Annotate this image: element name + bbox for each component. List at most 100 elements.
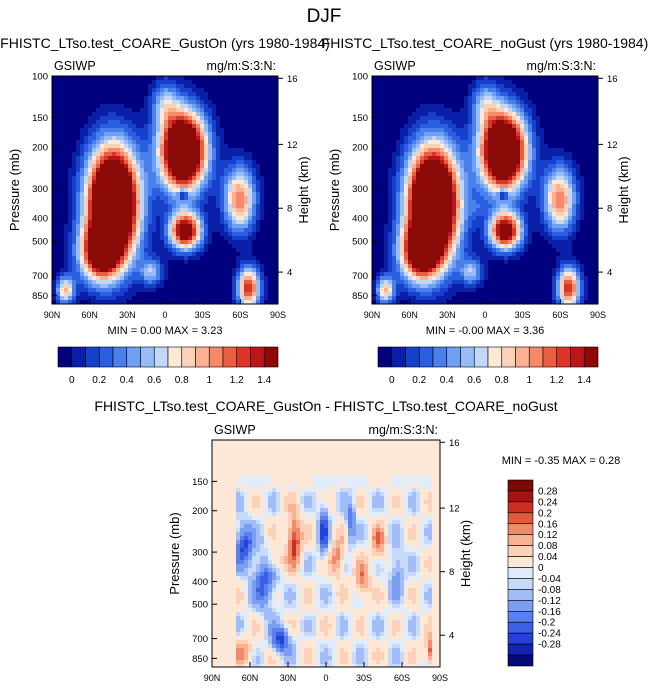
colorbar-label: 0.16 bbox=[538, 519, 558, 530]
y-right-tick-label: 4 bbox=[449, 631, 454, 642]
y-right-axis-title-top-right: Height (km) bbox=[616, 156, 631, 223]
y-right-tick-label: 12 bbox=[287, 140, 298, 151]
colorbar-label: 1.2 bbox=[230, 375, 244, 386]
y-right-tick-label: 4 bbox=[607, 268, 612, 279]
colorbar-swatch bbox=[507, 643, 534, 656]
x-tick-label: 60N bbox=[81, 310, 98, 320]
y-tick-label: 500 bbox=[192, 600, 208, 611]
x-tick-label: 60N bbox=[242, 673, 259, 683]
y-tick-label: 150 bbox=[192, 477, 208, 488]
x-tick-label: 90S bbox=[590, 310, 606, 320]
colorbar-label: -0.12 bbox=[538, 596, 561, 607]
units-label-difference: mg/m:S:3:N: bbox=[369, 423, 438, 437]
colorbar-label: 1 bbox=[206, 375, 212, 386]
colorbar-swatch bbox=[222, 346, 238, 368]
y-tick-label: 850 bbox=[192, 654, 208, 665]
y-tick-label: 700 bbox=[192, 634, 208, 645]
field-label-top-left: GSIWP bbox=[54, 59, 96, 73]
x-tick-label: 90N bbox=[44, 310, 61, 320]
colorbar-label: -0.28 bbox=[538, 640, 561, 651]
colorbar-label: 0.6 bbox=[467, 375, 481, 386]
y-tick-label: 300 bbox=[352, 184, 368, 195]
y-tick-label: 700 bbox=[32, 271, 48, 282]
colorbar-swatch bbox=[507, 523, 534, 536]
colorbar-label: 0.2 bbox=[412, 375, 426, 386]
colorbar-label: 1.4 bbox=[257, 375, 271, 386]
y-tick-label: 400 bbox=[192, 577, 208, 588]
y-right-tick-label: 8 bbox=[607, 204, 612, 215]
colorbar-swatch bbox=[507, 490, 534, 503]
y-tick-label: 400 bbox=[32, 214, 48, 225]
colorbar-swatch bbox=[126, 346, 141, 368]
y-tick-label: 100 bbox=[32, 72, 48, 83]
y-axis-title-top-right: Pressure (mb) bbox=[327, 149, 342, 231]
colorbar-label: -0.08 bbox=[538, 585, 561, 596]
colorbar-top-left: 0 0.2 0.4 0.6 0.8 1 1.2 1.4 bbox=[57, 346, 279, 386]
colorbar-swatch bbox=[507, 610, 534, 623]
colorbar-label: 0.8 bbox=[175, 375, 189, 386]
y-tick-label: 200 bbox=[32, 143, 48, 154]
colorbar-swatch bbox=[181, 346, 196, 368]
colorbar-swatch bbox=[583, 346, 599, 368]
y-axis-title-difference: Pressure (mb) bbox=[167, 512, 182, 594]
units-label-top-right: mg/m:S:3:N: bbox=[527, 59, 596, 73]
y-right-tick-label: 16 bbox=[607, 74, 618, 85]
y-right-tick-label: 8 bbox=[449, 567, 454, 578]
colorbar-label: 0.4 bbox=[440, 375, 454, 386]
colorbar-label: 1.4 bbox=[577, 375, 591, 386]
y-tick-label: 200 bbox=[352, 143, 368, 154]
colorbar-swatch bbox=[507, 600, 534, 612]
colorbar-swatch bbox=[98, 346, 114, 368]
panel-title-top-right: FHISTC_LTso.test_COARE_noGust (yrs 1980-… bbox=[322, 35, 648, 51]
colorbar-swatch bbox=[71, 346, 86, 368]
colorbar-label: 1 bbox=[526, 375, 532, 386]
colorbar-swatch bbox=[507, 567, 534, 579]
colorbar-swatch bbox=[501, 346, 516, 368]
stats-text-difference: MIN = -0.35 MAX = 0.28 bbox=[502, 455, 621, 467]
colorbar-swatch bbox=[208, 346, 224, 368]
stats-text-top-left: MIN = 0.00 MAX = 3.23 bbox=[108, 325, 223, 337]
colorbar-label: -0.2 bbox=[538, 618, 556, 629]
colorbar-label: 0.04 bbox=[538, 552, 558, 563]
y-right-tick-label: 12 bbox=[607, 140, 618, 151]
heatmap-field-difference bbox=[212, 440, 440, 667]
colorbar-swatch bbox=[85, 346, 100, 368]
panel-title-difference: FHISTC_LTso.test_COARE_GustOn - FHISTC_L… bbox=[94, 398, 557, 414]
x-tick-label: 0 bbox=[323, 673, 328, 683]
heatmap-field-top-left bbox=[52, 76, 278, 304]
colorbar-swatch bbox=[473, 346, 489, 368]
colorbar-swatch bbox=[507, 654, 534, 667]
heatmap-field-top-right bbox=[372, 76, 598, 304]
colorbar-swatch bbox=[446, 346, 461, 368]
colorbar-swatch bbox=[507, 556, 534, 568]
colorbar-swatch bbox=[263, 346, 279, 368]
x-tick-label: 90N bbox=[364, 310, 381, 320]
colorbar-label: 0.4 bbox=[120, 375, 134, 386]
colorbar-swatch bbox=[507, 534, 534, 546]
figure-title: DJF bbox=[307, 6, 342, 27]
colorbar-label: 0.8 bbox=[495, 375, 509, 386]
x-tick-label: 0 bbox=[482, 310, 487, 320]
y-tick-label: 500 bbox=[32, 236, 48, 247]
field-label-difference: GSIWP bbox=[214, 423, 256, 437]
x-tick-label: 60S bbox=[394, 673, 410, 683]
colorbar-label: 0.2 bbox=[538, 508, 552, 519]
x-tick-label: 60S bbox=[232, 310, 248, 320]
y-axis-title-top-left: Pressure (mb) bbox=[7, 149, 22, 231]
colorbar-label: 0 bbox=[389, 375, 395, 386]
colorbar-swatch bbox=[153, 346, 169, 368]
y-tick-label: 150 bbox=[352, 113, 368, 124]
colorbar-label: 0.12 bbox=[538, 530, 558, 541]
colorbar-label: -0.24 bbox=[538, 629, 561, 640]
colorbar-swatch bbox=[405, 346, 420, 368]
colorbar-swatch bbox=[167, 346, 183, 368]
y-tick-label: 500 bbox=[352, 236, 368, 247]
x-tick-label: 60S bbox=[552, 310, 568, 320]
x-tick-label: 30S bbox=[195, 310, 211, 320]
colorbar-label: 0 bbox=[538, 563, 544, 574]
x-tick-label: 0 bbox=[162, 310, 167, 320]
colorbar-swatch bbox=[515, 346, 530, 368]
x-tick-label: 60N bbox=[401, 310, 418, 320]
colorbar-swatch bbox=[507, 632, 534, 645]
